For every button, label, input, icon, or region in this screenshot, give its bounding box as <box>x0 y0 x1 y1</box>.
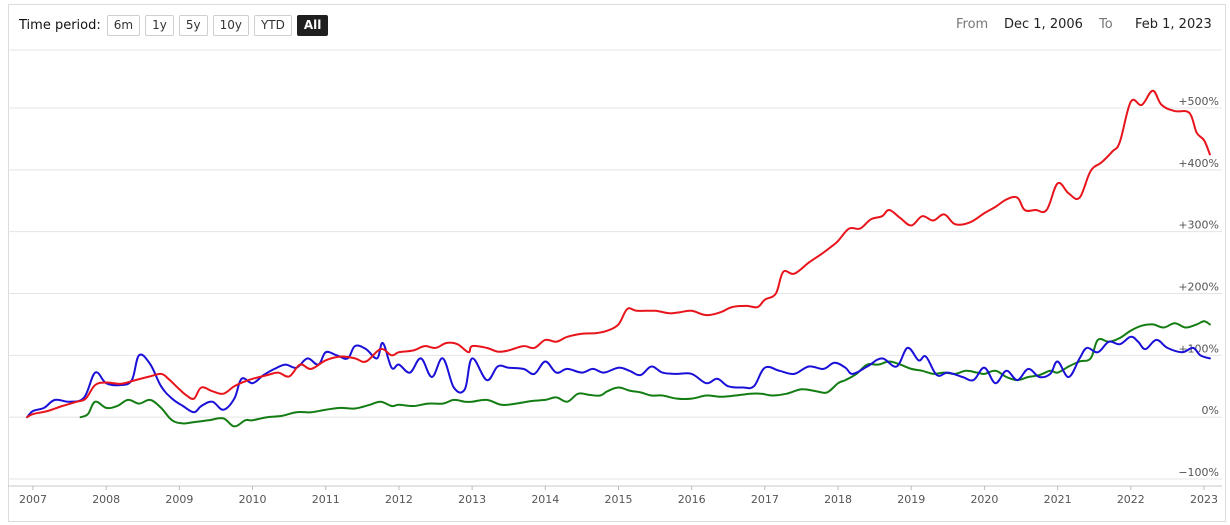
chart-panel <box>8 4 1226 522</box>
y-tick-label: +500% <box>1178 95 1219 108</box>
x-tick-label: 2018 <box>824 493 852 506</box>
period-button-1y[interactable]: 1y <box>145 14 174 36</box>
period-button-5y[interactable]: 5y <box>178 14 208 36</box>
y-tick-label: +100% <box>1178 342 1219 355</box>
x-tick-label: 2007 <box>19 493 47 506</box>
series-line-0 <box>26 89 1211 419</box>
x-tick-label: 2021 <box>1044 493 1072 506</box>
series-line-2 <box>79 320 1211 428</box>
period-button-10y[interactable]: 10y <box>212 14 249 36</box>
series-line-1 <box>26 335 1211 419</box>
y-tick-label: +300% <box>1178 219 1219 232</box>
x-tick-label: 2016 <box>678 493 706 506</box>
x-tick-label: 2014 <box>531 493 559 506</box>
y-tick-label: 0% <box>1202 404 1219 417</box>
x-tick-label: 2013 <box>458 493 486 506</box>
time-period-label: Time period: <box>19 17 101 33</box>
x-tick-label: 2020 <box>970 493 998 506</box>
x-tick-label: 2023 <box>1190 493 1218 506</box>
x-tick-label: 2019 <box>897 493 925 506</box>
to-label: To <box>1099 17 1113 32</box>
y-tick-label: +400% <box>1178 157 1219 170</box>
y-tick-label: −100% <box>1178 466 1219 479</box>
from-date[interactable]: Dec 1, 2006 <box>1004 17 1083 32</box>
x-tick-label: 2010 <box>239 493 267 506</box>
period-button-6m[interactable]: 6m <box>106 14 141 36</box>
time-period-buttons: 6m 1y 5y 10y YTD All <box>106 14 334 36</box>
x-tick-label: 2011 <box>312 493 340 506</box>
period-button-all[interactable]: All <box>296 14 329 36</box>
x-tick-label: 2008 <box>92 493 120 506</box>
period-button-ytd[interactable]: YTD <box>253 14 292 36</box>
time-period-toolbar: Time period: 6m 1y 5y 10y YTD All <box>19 13 333 37</box>
x-tick-label: 2009 <box>165 493 193 506</box>
x-tick-label: 2022 <box>1117 493 1145 506</box>
from-label: From <box>956 17 989 32</box>
to-date[interactable]: Feb 1, 2023 <box>1135 17 1212 32</box>
x-tick-label: 2012 <box>385 493 413 506</box>
x-tick-label: 2017 <box>751 493 779 506</box>
y-tick-label: +200% <box>1178 281 1219 294</box>
x-tick-label: 2015 <box>605 493 633 506</box>
